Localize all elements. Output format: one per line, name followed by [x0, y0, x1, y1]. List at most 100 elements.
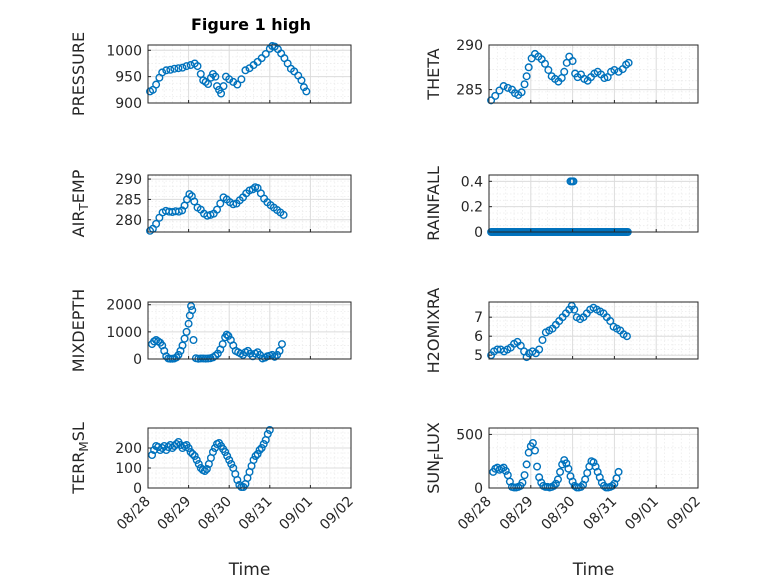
- data-point: [200, 467, 209, 476]
- data-point: [219, 82, 228, 91]
- data-point: [251, 452, 260, 461]
- y-tick-label: 6: [474, 329, 483, 345]
- axes-frame: [147, 301, 352, 360]
- data-point: [576, 482, 585, 491]
- data-point: [290, 67, 299, 76]
- data-point: [538, 336, 547, 345]
- y-tick-label: 1000: [106, 325, 142, 341]
- data-point: [302, 87, 311, 96]
- data-point: [249, 456, 258, 465]
- data-point: [193, 62, 202, 71]
- axes-frame: [147, 427, 352, 489]
- y-tick-label: 290: [115, 172, 142, 188]
- data-point: [204, 80, 213, 89]
- data-point: [174, 64, 183, 73]
- data-point: [188, 450, 197, 459]
- data-point: [255, 446, 264, 455]
- y-tick-label: 280: [115, 213, 142, 229]
- data-point: [553, 475, 562, 484]
- data-point: [558, 460, 567, 469]
- data-point: [152, 80, 161, 89]
- data-point: [182, 327, 191, 336]
- data-point: [196, 354, 205, 363]
- subplot-sun-flux: 0 500 08/28 08/29 08/30 08/31 09/01 09/02 SUNFLU…: [424, 422, 704, 580]
- data-point: [178, 63, 187, 72]
- data-point: [622, 332, 631, 341]
- data-point: [213, 349, 222, 358]
- data-point: [187, 302, 196, 311]
- x-tick-label: 08/30: [539, 494, 579, 534]
- x-tick-label: 09/01: [622, 494, 662, 534]
- data-point: [495, 86, 504, 95]
- data-point: [487, 96, 496, 105]
- y-tick-label: 0.2: [461, 200, 483, 216]
- x-tick-label: 09/01: [276, 494, 316, 534]
- y-axis-label: TERRMSL: [69, 422, 91, 495]
- y-axis-label: MIXDEPTH: [69, 289, 88, 372]
- data-point: [186, 448, 195, 457]
- data-point: [178, 341, 187, 350]
- data-point: [568, 57, 577, 66]
- data-point: [583, 469, 592, 478]
- data-point: [610, 65, 619, 74]
- data-point: [253, 450, 262, 459]
- y-tick-label: 0: [474, 481, 483, 497]
- data-point: [227, 460, 236, 469]
- data-point: [189, 336, 198, 345]
- data-point: [224, 331, 233, 340]
- y-tick-label: 0: [133, 481, 142, 497]
- y-axis-label: SUNFLUX: [424, 422, 446, 494]
- data-point: [237, 75, 246, 84]
- data-point: [184, 444, 193, 453]
- y-axis-label: PRESSURE: [69, 32, 88, 116]
- data-point: [257, 444, 266, 453]
- subplot-theta: 285 290 THETA: [424, 38, 699, 105]
- y-tick-label: 7: [474, 310, 483, 326]
- data-point: [564, 464, 573, 473]
- data-point: [180, 334, 189, 343]
- data-point: [518, 478, 527, 487]
- data-point: [261, 49, 270, 58]
- subplot-air-temp: 280 285 290 AIRTEMP: [69, 169, 352, 237]
- data-point: [170, 64, 179, 73]
- data-point: [168, 444, 177, 453]
- data-point: [516, 341, 525, 350]
- subplot-h2omixra: 5 6 7 H2OMIXRA: [424, 288, 699, 374]
- y-axis-label: AIRTEMP: [69, 169, 91, 237]
- data-point: [192, 456, 201, 465]
- data-point: [275, 346, 284, 355]
- data-point: [535, 345, 544, 354]
- y-tick-label: 290: [456, 38, 483, 54]
- data-point: [549, 481, 558, 490]
- data-point: [233, 476, 242, 485]
- y-tick-label: 1000: [106, 43, 142, 59]
- data-point: [551, 479, 560, 488]
- y-tick-label: 100: [115, 461, 142, 477]
- data-point: [499, 82, 508, 91]
- x-tick-label: 09/02: [317, 494, 357, 534]
- data-point: [233, 80, 242, 89]
- data-point: [217, 89, 226, 98]
- data-point: [624, 58, 633, 67]
- data-point: [194, 460, 203, 469]
- data-point: [182, 62, 191, 71]
- data-point: [208, 448, 217, 457]
- y-tick-label: 950: [115, 70, 142, 86]
- data-point: [257, 54, 266, 63]
- data-point: [297, 76, 306, 85]
- y-tick-label: 0: [133, 352, 142, 368]
- x-tick-label: 09/02: [664, 494, 704, 534]
- y-axis-label: H2OMIXRA: [424, 288, 443, 374]
- data-point: [166, 65, 175, 74]
- axes-frame: [147, 174, 352, 233]
- data-point: [152, 219, 161, 228]
- axes-frame: [488, 44, 699, 104]
- data-point: [299, 83, 308, 92]
- data-point: [556, 467, 565, 476]
- data-point: [501, 466, 510, 475]
- data-point: [229, 200, 238, 209]
- data-point: [213, 205, 222, 214]
- y-axis-label: RAINFALL: [424, 166, 443, 241]
- data-point: [172, 440, 181, 449]
- y-tick-label: 285: [115, 192, 142, 208]
